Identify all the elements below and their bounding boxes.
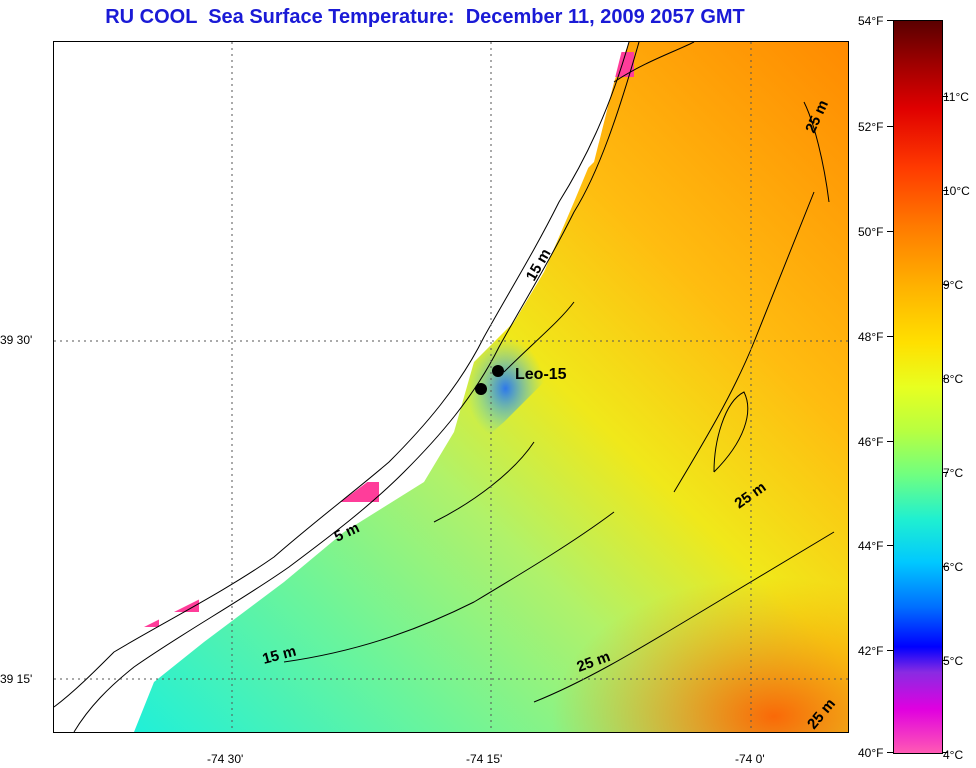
colorbar-c-label: 9°C (943, 278, 964, 292)
lon-label: -74 0' (735, 752, 765, 766)
colorbar-c-label: 10°C (943, 184, 970, 198)
colorbar-tick (942, 378, 948, 379)
cool-water-region (434, 312, 564, 482)
colorbar-f-label: 48°F (858, 330, 884, 344)
lat-label: 39 15' (0, 672, 33, 686)
lat-label: 39 30' (0, 333, 33, 347)
colorbar-c-label: 5°C (943, 654, 964, 668)
sst-map: 15 m 5 m 15 m 25 m 25 m 25 m 25 m Leo-15 (53, 41, 849, 733)
colorbar-c-label: 8°C (943, 372, 964, 386)
colorbar-f-label: 52°F (858, 120, 884, 134)
graticule (54, 42, 848, 732)
colorbar-f-label: 42°F (858, 644, 884, 658)
lon-label: -74 15' (466, 752, 503, 766)
colorbar-c-label: 7°C (943, 466, 964, 480)
colorbar-tick (942, 284, 948, 285)
colorbar-tick (887, 650, 893, 651)
colorbar-tick (942, 566, 948, 567)
colorbar-tick (887, 441, 893, 442)
colorbar-tick (887, 752, 893, 753)
station-label: Leo-15 (515, 366, 567, 383)
colorbar-tick (942, 472, 948, 473)
colorbar-tick (942, 190, 948, 191)
colorbar-tick (942, 660, 948, 661)
colorbar-tick (887, 336, 893, 337)
colorbar-tick (942, 752, 948, 753)
colorbar-f-label: 50°F (858, 225, 884, 239)
colorbar-f-label: 54°F (858, 14, 884, 28)
colorbar-tick (887, 231, 893, 232)
colorbar-tick (887, 20, 893, 21)
colorbar-c-label: 6°C (943, 560, 964, 574)
colorbar-f-label: 46°F (858, 435, 884, 449)
colorbar-tick (942, 96, 948, 97)
station-marker (492, 365, 504, 377)
map-title: RU COOL Sea Surface Temperature: Decembe… (105, 6, 745, 28)
coastline-contours (54, 42, 835, 732)
warm-water-region (354, 422, 848, 732)
colorbar-c-label: 4°C (943, 748, 964, 762)
lon-label: -74 30' (207, 752, 244, 766)
station-marker (475, 383, 487, 395)
colorbar-f-label: 44°F (858, 539, 884, 553)
colorbar-tick (887, 126, 893, 127)
colorbar-tick (887, 545, 893, 546)
sst-map-graphic: 15 m 5 m 15 m 25 m 25 m 25 m 25 m Leo-15 (54, 42, 848, 732)
land-mass (54, 42, 624, 702)
colorbar-c-label: 11°C (943, 90, 969, 104)
colorbar-f-label: 40°F (858, 746, 884, 760)
temperature-colorbar (893, 20, 943, 754)
